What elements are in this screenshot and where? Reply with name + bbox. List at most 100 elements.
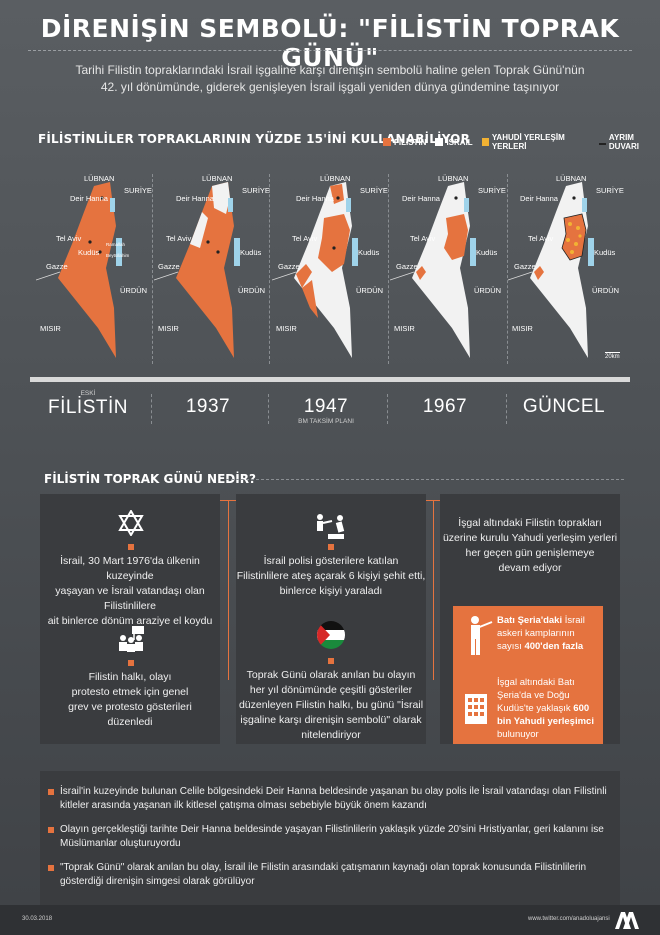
card-settlement-text: İşgal altındaki Filistin toprakları üzer… bbox=[440, 516, 620, 576]
legend-swatch bbox=[598, 142, 606, 145]
legend-swatch bbox=[481, 138, 489, 146]
bullet-marker bbox=[328, 658, 334, 664]
map-guncel: LÜBNAN SURİYE Deir Hanna Tel Aviv Kudüs … bbox=[507, 168, 624, 368]
label-misir: MISIR bbox=[394, 324, 415, 333]
legend-item-settlements: YAHUDİ YERLEŞİM YERLERİ bbox=[481, 133, 590, 151]
period-1937: 1937 bbox=[150, 390, 266, 418]
stat-military-camps: Batı Şeria'daki İsrail askeri kamplarını… bbox=[497, 614, 599, 653]
bullet-marker bbox=[128, 660, 134, 666]
text-line: düzenledi bbox=[107, 716, 153, 728]
period-label: GÜNCEL bbox=[522, 396, 606, 417]
text-line: Filistinlilere ateş açarak 6 kişiyi şehi… bbox=[236, 570, 426, 582]
map-divider bbox=[269, 174, 270, 364]
label-tel-aviv: Tel Aviv bbox=[292, 234, 318, 243]
maps-row: LÜBNAN SURİYE Deir Hanna Tel Aviv Kudüs … bbox=[35, 168, 631, 368]
label-beytullahim: Beytüllahim bbox=[106, 253, 130, 258]
subtitle-line-2: 42. yıl dönümünde, giderek genişleyen İs… bbox=[100, 80, 560, 94]
label-tel-aviv: Tel Aviv bbox=[166, 234, 192, 243]
panel-middle: İsrail polisi gösterilere katılan Filist… bbox=[236, 494, 426, 744]
label-misir: MISIR bbox=[40, 324, 61, 333]
card-seizure-text: İsrail, 30 Mart 1976'da ülkenin kuzeyind… bbox=[40, 554, 220, 629]
protest-icon bbox=[119, 626, 144, 652]
soldier-icon bbox=[471, 616, 493, 655]
label-gazze: Gazze bbox=[158, 262, 180, 271]
footer: 30.03.2018 www.twitter.com/anadoluajansi… bbox=[0, 905, 660, 935]
text-line: işgaline karşı direnişin sembolü" olarak bbox=[240, 714, 422, 726]
star-of-david-icon bbox=[118, 510, 144, 536]
period-guncel: GÜNCEL bbox=[506, 390, 622, 418]
label-lubnan: LÜBNAN bbox=[202, 174, 233, 183]
flow-connector bbox=[228, 500, 229, 680]
text-line: binlerce kişiyi yaraladı bbox=[279, 585, 383, 597]
legend-item-israil: İSRAİL bbox=[435, 133, 473, 151]
label-deir-hanna: Deir Hanna bbox=[520, 194, 558, 203]
bullet-marker bbox=[328, 544, 334, 550]
stat-bold: Batı Şeria'daki bbox=[497, 615, 563, 626]
panel-left: İsrail, 30 Mart 1976'da ülkenin kuzeyind… bbox=[40, 494, 220, 744]
title-divider bbox=[28, 50, 632, 51]
palestine-flag-icon bbox=[317, 621, 345, 649]
label-tel-aviv: Tel Aviv bbox=[56, 234, 82, 243]
period-divider bbox=[506, 394, 507, 424]
subtitle-line-1: Tarihi Filistin topraklarındaki İsrail i… bbox=[75, 63, 585, 77]
label-lubnan: LÜBNAN bbox=[438, 174, 469, 183]
map-divider bbox=[152, 174, 153, 364]
stat-text: İsrail askeri kamplarının sayısı bbox=[497, 615, 585, 652]
map-shape bbox=[389, 182, 476, 358]
text-line: İsrail polisi gösterilere katılan bbox=[263, 555, 399, 567]
label-suriye: SURİYE bbox=[242, 186, 270, 195]
stat-settlers: İşgal altındaki Batı Şeria'da ve Doğu Ku… bbox=[497, 676, 599, 741]
label-misir: MISIR bbox=[512, 324, 533, 333]
period-divider bbox=[151, 394, 152, 424]
bullet-marker bbox=[128, 544, 134, 550]
footer-date: 30.03.2018 bbox=[22, 916, 53, 922]
stat-text: İşgal altındaki Batı Şeria'da ve Doğu Ku… bbox=[497, 677, 575, 714]
label-lubnan: LÜBNAN bbox=[84, 174, 115, 183]
legend-swatch bbox=[383, 138, 391, 146]
footer-twitter-link[interactable]: www.twitter.com/anadoluajansi bbox=[528, 916, 610, 922]
flow-connector bbox=[433, 500, 434, 680]
card-shooting-text: İsrail polisi gösterilere katılan Filist… bbox=[236, 554, 426, 599]
legend-label: AYRIM DUVARI bbox=[608, 133, 639, 151]
label-kudus: Kudüs bbox=[594, 248, 616, 257]
text-line: ait binlerce dönüm araziye el koydu bbox=[47, 615, 213, 627]
label-deir-hanna: Deir Hanna bbox=[70, 194, 108, 203]
text-line: her yıl dönümünde çeşitli gösteriler bbox=[249, 684, 413, 696]
label-lubnan: LÜBNAN bbox=[320, 174, 351, 183]
label-kudus: Kudüs bbox=[240, 248, 262, 257]
text-line: protesto etmek için genel bbox=[71, 686, 189, 698]
period-label: 1947 bbox=[303, 396, 349, 417]
bullet-marker bbox=[48, 827, 54, 833]
period-1967: 1967 bbox=[387, 390, 503, 418]
label-suriye: SURİYE bbox=[596, 186, 624, 195]
label-suriye: SURİYE bbox=[360, 186, 388, 195]
text-line: yaşayan ve İsrail vatandaşı olan Filisti… bbox=[55, 585, 205, 612]
bullet-marker bbox=[48, 865, 54, 871]
label-urdun: ÜRDÜN bbox=[592, 286, 620, 295]
text-line: her geçen gün genişlemeye bbox=[465, 547, 595, 559]
legend-item-filistin: FİLİSTİN bbox=[383, 133, 426, 151]
legend-swatch bbox=[435, 138, 444, 146]
label-misir: MISIR bbox=[276, 324, 297, 333]
card-commemoration-text: Toprak Günü olarak anılan bu olayın her … bbox=[236, 668, 426, 743]
period-labels: ESKİ FİLİSTİN 1937 1947 BM TAKSİM PLANI … bbox=[30, 390, 630, 440]
label-urdun: ÜRDÜN bbox=[120, 286, 148, 295]
period-note: BM TAKSİM PLANI bbox=[298, 418, 354, 425]
label-tel-aviv: Tel Aviv bbox=[410, 234, 436, 243]
label-deir-hanna: Deir Hanna bbox=[176, 194, 214, 203]
label-kudus: Kudüs bbox=[476, 248, 498, 257]
legend-label: İSRAİL bbox=[446, 137, 473, 147]
text-line: üzerine kurulu Yahudi yerleşim yerleri bbox=[442, 532, 618, 544]
legend-label: YAHUDİ YERLEŞİM YERLERİ bbox=[491, 133, 565, 151]
label-deir-hanna: Deir Hanna bbox=[296, 194, 334, 203]
note-item: "Toprak Günü" olarak anılan bu olay, İsr… bbox=[48, 861, 610, 889]
map-divider bbox=[388, 174, 389, 364]
map-1937: LÜBNAN SURİYE Deir Hanna Tel Aviv Kudüs … bbox=[153, 168, 270, 368]
map-shape bbox=[35, 182, 122, 358]
legend-item-wall: AYRIM DUVARI bbox=[598, 133, 660, 151]
notes-panel: İsrail'in kuzeyinde bulunan Celile bölge… bbox=[40, 771, 620, 906]
text-line: devam ediyor bbox=[498, 562, 562, 574]
label-gazze: Gazze bbox=[46, 262, 68, 271]
aa-logo-icon: AA bbox=[615, 912, 639, 929]
label-tel-aviv: Tel Aviv bbox=[528, 234, 554, 243]
